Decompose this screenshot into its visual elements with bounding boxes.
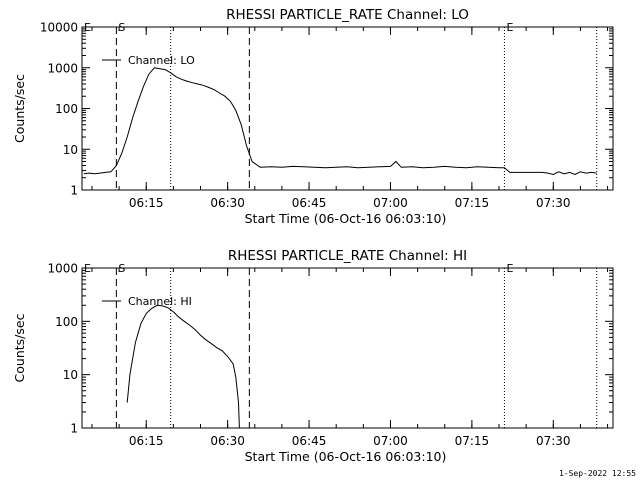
panel2-marker-label: E xyxy=(506,262,513,275)
panel2-x-tick-label: 06:45 xyxy=(292,434,327,448)
panel1-x-tick-label: 06:30 xyxy=(210,196,245,210)
panel2-marker-label: E xyxy=(84,262,91,275)
panel1-x-tick-label: 06:15 xyxy=(129,196,164,210)
panel1-marker-label: S xyxy=(118,21,125,34)
panel2-x-tick-label: 07:15 xyxy=(455,434,490,448)
panel2-marker-label: S xyxy=(118,262,125,275)
panel2-y-tick-label: 10 xyxy=(63,368,78,382)
panel1-x-tick-label: 06:45 xyxy=(292,196,327,210)
panel1-y-tick-label: 10 xyxy=(63,143,78,157)
panel2-x-tick-label: 07:30 xyxy=(536,434,571,448)
panel1-y-tick-label: 1000 xyxy=(47,61,78,75)
panel1-x-tick-label: 07:30 xyxy=(536,196,571,210)
panel1-y-tick-label: 1 xyxy=(70,184,78,198)
panel2-y-tick-label: 1000 xyxy=(47,262,78,276)
panel1-y-axis-label: Counts/sec xyxy=(12,74,27,143)
panel1-plot-frame xyxy=(81,26,614,191)
panel2-x-tick-label: 06:15 xyxy=(129,434,164,448)
panel2-y-axis-label: Counts/sec xyxy=(12,313,27,382)
panel1-series-line xyxy=(83,67,597,176)
panel1-x-axis-label: Start Time (06-Oct-16 06:03:10) xyxy=(245,211,447,226)
panel1-chart-title: RHESSI PARTICLE_RATE Channel: LO xyxy=(226,7,469,23)
panel2-x-tick-label: 06:30 xyxy=(210,434,245,448)
panel1-y-tick-label: 100 xyxy=(55,102,78,116)
panel1-marker-label: E xyxy=(506,21,513,34)
panel1-y-tick-label: 10000 xyxy=(40,21,78,35)
panel2-plot-frame xyxy=(81,267,614,429)
panel1-marker-label: E xyxy=(84,21,91,34)
panel1-legend-label: Channel: LO xyxy=(128,54,195,67)
panel2-chart-title: RHESSI PARTICLE_RATE Channel: HI xyxy=(228,248,467,264)
panel2-y-tick-label: 100 xyxy=(55,315,78,329)
panel2-x-axis-label: Start Time (06-Oct-16 06:03:10) xyxy=(245,449,447,464)
panel2-legend-label: Channel: HI xyxy=(128,295,192,308)
timestamp-label: 1-Sep-2022 12:55 xyxy=(558,469,636,478)
panel2-y-tick-label: 1 xyxy=(70,422,78,436)
panel2-x-tick-label: 07:00 xyxy=(373,434,408,448)
panel1-x-tick-label: 07:00 xyxy=(373,196,408,210)
panel1-x-tick-label: 07:15 xyxy=(455,196,490,210)
panel2-series-line xyxy=(126,304,240,429)
